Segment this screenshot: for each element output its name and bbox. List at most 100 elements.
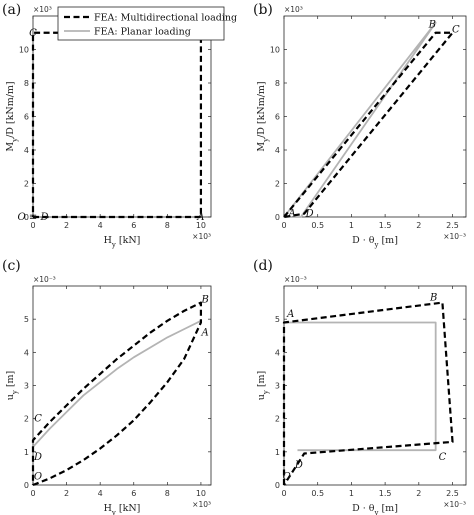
y-tick-label: 2 — [24, 180, 29, 189]
y-tick-label: 4 — [24, 146, 29, 155]
x-axis-label: D · θy [m] — [352, 503, 398, 515]
y-axis-label: uy [m] — [256, 371, 270, 401]
x-tick-label: 6 — [131, 489, 136, 498]
point-label: D — [305, 209, 314, 220]
panel-label: (c) — [2, 258, 21, 274]
y-tick-label: 0 — [24, 481, 29, 490]
y-tick-label: 4 — [275, 146, 280, 155]
point-label: O ≡ D — [18, 212, 49, 223]
x-tick-label: 10 — [196, 221, 206, 230]
point-label: C — [439, 452, 447, 463]
x-tick-label: 2 — [416, 489, 421, 498]
y-axis-label: My/D [kNm/m] — [256, 81, 270, 151]
x-tick-label: 1 — [349, 221, 354, 230]
y-tick-label: 0 — [275, 481, 280, 490]
y-tick-label: 5 — [275, 315, 280, 324]
y-axis-multiplier: ×10⁻³ — [33, 275, 56, 284]
point-label: D — [33, 452, 42, 463]
point-label: B — [428, 19, 436, 30]
y-tick-label: 4 — [24, 348, 29, 357]
plot-area-frame — [283, 15, 467, 218]
x-tick-label: 0 — [281, 221, 286, 230]
chart-panel-2: 0 0.5 1 1.5 2 2.5 0 2 4 6 8 10 ×10³ ×10⁻³ D · θy [m] My… — [253, 2, 467, 249]
y-axis-multiplier: ×10³ — [284, 5, 303, 14]
x-axis-label: Hy [kN] — [104, 503, 141, 515]
x-axis-label: Hy [kN] — [104, 235, 141, 249]
x-tick-label: 0.5 — [311, 489, 324, 498]
legend-entry-label: FEA: Multidirectional loading — [94, 13, 237, 24]
x-axis-multiplier: ×10³ — [192, 232, 211, 241]
y-tick-label: 0 — [275, 213, 280, 222]
y-tick-label: 8 — [275, 79, 280, 88]
y-tick-label: 6 — [24, 113, 29, 122]
x-tick-label: 2 — [64, 489, 69, 498]
legend-entry-label: FEA: Planar loading — [94, 27, 191, 38]
x-tick-label: 1.5 — [379, 221, 392, 230]
x-tick-label: 10 — [196, 489, 206, 498]
point-label: A — [201, 327, 209, 338]
series-multidirectional-line — [31, 301, 203, 487]
point-label: C — [34, 414, 42, 425]
x-tick-label: 8 — [165, 221, 170, 230]
y-tick-label: 5 — [24, 315, 29, 324]
y-tick-label: 8 — [24, 79, 29, 88]
x-tick-label: 0.5 — [311, 221, 324, 230]
series-planar-line — [284, 321, 437, 452]
panel-label: (b) — [253, 2, 273, 18]
x-axis-label: D · θy [m] — [352, 235, 398, 249]
x-tick-label: 8 — [165, 489, 170, 498]
y-tick-label: 2 — [275, 415, 280, 424]
y-tick-label: 3 — [275, 382, 280, 391]
x-tick-label: 6 — [131, 221, 136, 230]
series-planar-line — [32, 320, 202, 448]
y-tick-label: 0 — [24, 213, 29, 222]
series-multidirectional-line — [282, 301, 454, 486]
y-tick-label: 3 — [24, 382, 29, 391]
y-tick-label: 6 — [275, 113, 280, 122]
plot-area-frame — [32, 285, 212, 486]
x-tick-label: 2.5 — [446, 489, 459, 498]
y-tick-label: 4 — [275, 348, 280, 357]
point-label: O — [283, 472, 291, 483]
chart-panel-4: 0 0.5 1 1.5 2 2.5 0 1 2 3 4 5 ×10⁻³ ×10⁻³ D · θy [m] uy… — [253, 258, 467, 515]
x-tick-label: 2 — [64, 221, 69, 230]
point-label: B — [200, 294, 208, 305]
point-label: A — [286, 309, 294, 320]
x-tick-label: 1.5 — [379, 489, 392, 498]
x-axis-multiplier: ×10⁻³ — [443, 232, 466, 241]
series-planar-line — [283, 21, 437, 218]
chart-panel-3: 0 2 4 6 8 10 0 1 2 3 4 5 ×10⁻³ ×10³ Hy [kN] uy [m] B A C DO… — [2, 258, 212, 515]
y-tick-label: 2 — [24, 415, 29, 424]
series-multidirectional-line — [283, 31, 454, 219]
y-tick-label: 10 — [19, 46, 29, 55]
y-axis-label: My/D [kNm/m] — [5, 81, 19, 151]
y-axis-multiplier: ×10⁻³ — [284, 275, 307, 284]
point-label: A — [196, 212, 204, 223]
x-tick-label: 0 — [30, 489, 35, 498]
point-label: O — [34, 472, 42, 483]
x-tick-label: 0 — [281, 489, 286, 498]
y-tick-label: 2 — [275, 180, 280, 189]
y-tick-label: 1 — [275, 448, 280, 457]
series-multidirectional-line — [31, 31, 203, 219]
point-label: C — [29, 28, 37, 39]
x-tick-label: 0 — [30, 221, 35, 230]
x-tick-label: 1 — [349, 489, 354, 498]
x-tick-label: 4 — [98, 221, 103, 230]
panel-label: (a) — [2, 2, 21, 18]
x-tick-label: 2 — [416, 221, 421, 230]
panel-label: (d) — [253, 258, 273, 274]
y-tick-label: 1 — [24, 448, 29, 457]
point-label: C — [452, 24, 460, 35]
legend-box — [57, 6, 225, 41]
point-label: A — [287, 209, 295, 220]
point-label: D — [294, 460, 303, 471]
x-axis-multiplier: ×10³ — [192, 500, 211, 509]
x-axis-multiplier: ×10⁻³ — [443, 500, 466, 509]
x-tick-label: 4 — [98, 489, 103, 498]
y-axis-label: uy [m] — [5, 371, 19, 401]
y-axis-multiplier: ×10³ — [33, 5, 52, 14]
point-label: B — [429, 293, 437, 304]
plot-area-frame — [32, 15, 212, 218]
